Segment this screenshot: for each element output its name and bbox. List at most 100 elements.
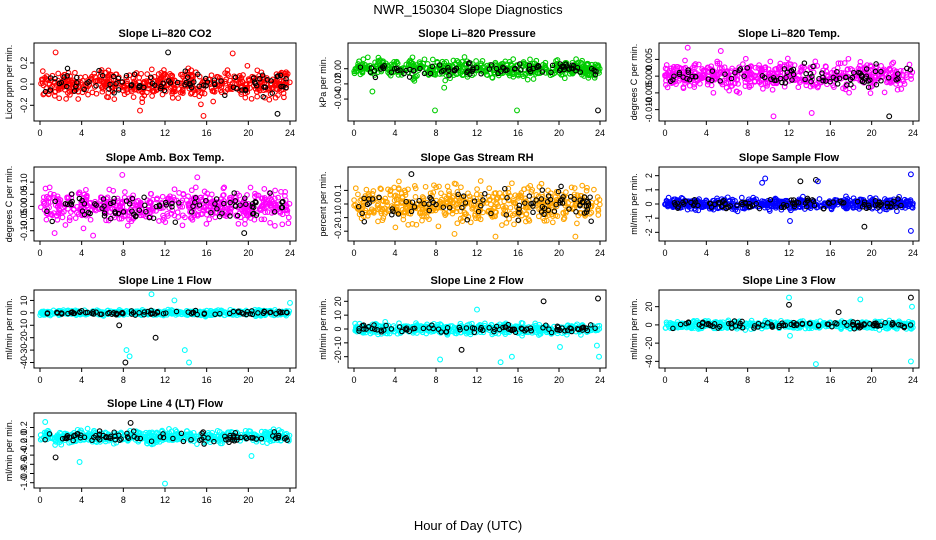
panel-2-outlier [770,113,777,120]
panel-2-black-point [789,77,795,83]
panel-4-black-point [471,198,478,204]
panel-0-black-point [42,88,49,95]
panel-3-point [171,186,178,193]
panel-3-black-point [237,202,243,208]
panel-1-outlier [432,107,438,114]
panel-1-point [498,61,505,67]
panel-4-point [568,184,575,191]
panel-4-title: Slope Gas Stream RH [420,152,533,164]
panel-0-black-point [149,80,156,87]
panel-4-point [518,212,525,219]
panel-2-black-point [823,78,829,84]
panel-6-black-point [185,309,191,315]
panel-6-black-point [113,310,120,317]
panel-4-point [436,183,442,190]
panel-2-point [721,64,728,71]
panel-4-point [402,189,409,196]
panel-5-xtick-label: 4 [704,248,709,258]
panel-4-black-point [526,193,533,199]
panel-4-black-point [504,195,510,201]
panel-4-point [419,210,426,216]
panel-2-point [736,90,743,96]
panel-4-point [378,208,384,215]
panel-5-black-point [887,203,894,210]
panel-4-point [431,182,437,189]
panel-4-point [456,195,462,201]
panel-6-xtick-label: 8 [121,375,126,385]
panel-3-point [140,212,147,219]
panel-2-black-point [848,81,854,88]
panel-3-point [84,202,91,209]
panel-1-black-point [592,71,599,78]
panel-5-black-point [861,199,868,205]
panel-1-ytick-label: -0.04 [333,89,343,110]
panel-4-point [472,205,479,212]
panel-4-point [528,189,535,195]
panel-3-point [182,214,188,221]
panel-2-black-point [737,66,744,72]
panel-4-point [391,197,398,204]
panel-4-point [443,210,449,217]
panel-1-point [483,66,490,72]
panel-4: Slope Gas Stream RH0 4 8 12 16 20 24-0.2-0.10.… [318,152,607,258]
panel-6-title: Slope Line 1 Flow [119,275,212,287]
panel-6-points [37,291,293,366]
panel-1-title: Slope Li–820 Pressure [418,28,535,40]
panel-0-black-point [167,80,174,86]
panel-0-black-point [264,77,271,83]
panel-2-point [760,85,766,92]
panel-0-point [280,90,287,97]
panel-2-point [701,68,707,75]
panel-1-black-point [451,67,457,74]
panel-5-black-point [884,203,891,210]
panel-3-point [203,221,210,227]
panel-4-point [565,200,572,206]
panel-2-point [906,61,913,68]
panel-3-point [228,194,234,201]
panel-3-point [206,216,213,223]
panel-3-black-point [249,204,256,210]
panel-4-point [521,186,528,193]
panel-2-point [751,78,758,85]
panel-4-point [505,189,512,196]
panel-1-black-point [539,69,546,75]
panel-0-black-point [64,65,71,72]
panel-4-black-point [390,208,396,215]
panel-4-point [399,206,406,213]
panel-3-black-point [231,190,237,196]
panel-2-xtick-label: 4 [704,128,709,138]
panel-2-point [847,65,854,72]
panel-7-points [352,295,603,366]
panel-4-point [419,194,426,200]
panel-0-black-point [222,92,228,99]
panel-1-outlier [514,107,520,114]
panel-2-black-point [834,68,840,75]
panel-3-point [166,205,173,211]
panel-2-point [845,55,852,62]
panel-5-black-point [674,200,681,207]
panel-4-black-point [395,211,402,217]
panel-4-black-point [538,209,545,215]
panel-0-point [52,89,58,95]
panel-2-black-point [741,73,747,79]
panel-4-black-point [530,209,536,216]
panel-0-black-point [131,71,138,77]
panel-4-point [369,191,376,197]
panel-0-point [242,81,249,88]
panel-7-point [423,325,430,331]
panel-5-black-point [809,197,816,203]
panel-0-point [282,70,289,77]
panel-0-point [161,71,168,78]
panel-4-point [472,212,478,219]
panel-0-black-point [111,90,117,96]
panel-5-point [816,202,823,209]
panel-4-point [380,215,387,221]
panel-0-point [210,98,217,105]
panel-4-black-point [581,210,588,216]
panel-4-black-point [426,201,432,207]
panel-1-black-point [549,62,556,69]
panel-6-xtick-label: 12 [160,375,170,385]
panel-3-black-point [242,195,248,201]
panel-0-black-point [86,79,92,85]
